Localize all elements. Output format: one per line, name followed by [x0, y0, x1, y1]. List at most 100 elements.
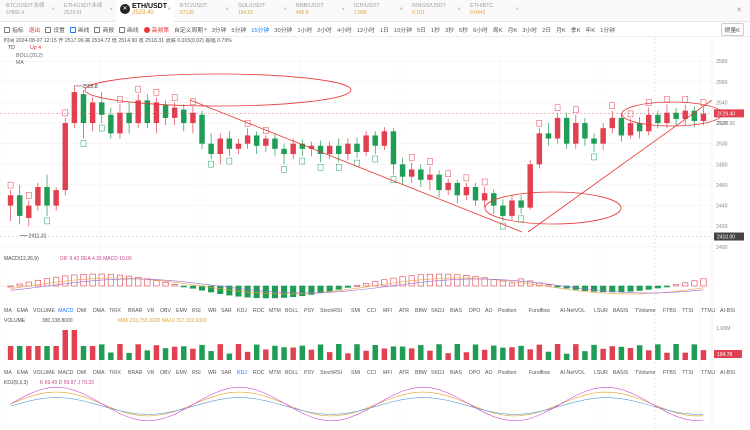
indicator-tab-atr[interactable]: ATR	[399, 370, 409, 376]
indicator-tab-ao[interactable]: AO	[485, 370, 493, 376]
candle-body[interactable]	[427, 174, 433, 180]
period-15[interactable]: 周K	[492, 28, 503, 34]
indicator-tab-atr[interactable]: ATR	[399, 308, 409, 314]
candle-body[interactable]	[646, 114, 652, 132]
indicator-tab-rsi[interactable]: RSI	[192, 370, 201, 376]
candle-body[interactable]	[162, 104, 169, 118]
period-4[interactable]: 1小时	[297, 28, 313, 34]
candle-body[interactable]	[609, 117, 616, 129]
candle-body[interactable]	[62, 123, 68, 191]
indicator-tab-smi[interactable]: SMI	[351, 308, 360, 314]
candle-body[interactable]	[527, 164, 533, 208]
indicator-tab-kdj[interactable]: KDJ	[237, 370, 247, 376]
indicator-tab-emv[interactable]: EMV	[176, 370, 188, 376]
candle-body[interactable]	[226, 138, 233, 149]
period-2[interactable]: 15分钟	[251, 28, 270, 34]
indicator-tab-vr[interactable]: VR	[147, 308, 154, 314]
toolbar-button-5[interactable]: 画线	[119, 25, 139, 34]
candle-body[interactable]	[190, 112, 196, 124]
candle-body[interactable]	[199, 114, 205, 144]
trend-line[interactable]	[527, 99, 713, 233]
indicator-tab-ao[interactable]: AO	[485, 308, 493, 314]
toolbar-button-2[interactable]: 设置	[45, 25, 65, 34]
candle-body[interactable]	[144, 100, 151, 124]
indicator-tab-mtm[interactable]: MTM	[269, 370, 281, 376]
indicator-tab-boll[interactable]: BOLL	[285, 308, 298, 314]
indicator-tab-basis[interactable]: BASIS	[613, 308, 629, 314]
indicator-tab-tvolume[interactable]: TVolume	[635, 308, 656, 314]
close-icon[interactable]: ×	[341, 7, 345, 13]
indicator-tab-ai-bsi[interactable]: AI-BSI	[720, 370, 735, 376]
ticker-tab-6[interactable]: ICP/USDT 7.689 ×	[348, 0, 406, 22]
candle-body[interactable]	[372, 135, 378, 146]
ticker-tab-5[interactable]: BNB/USDT 496.8 ×	[290, 0, 348, 22]
candle-body[interactable]	[235, 143, 242, 149]
candle-body[interactable]	[445, 182, 451, 191]
indicator-tab-position[interactable]: Position	[498, 370, 517, 376]
period-8[interactable]: 1日	[379, 28, 389, 34]
indicator-tab-trix[interactable]: TRIX	[109, 370, 121, 376]
period-17[interactable]: 3小时	[522, 28, 538, 34]
period-3[interactable]: 30分钟	[274, 28, 293, 34]
candle-body[interactable]	[591, 138, 597, 144]
period-0[interactable]: 3分钟	[211, 28, 227, 34]
indicator-tab-bbw[interactable]: BBW	[415, 308, 427, 314]
candle-body[interactable]	[472, 187, 479, 201]
indicator-tab-ttmu[interactable]: TTMU	[701, 308, 716, 314]
indicator-tab-dpo[interactable]: DPO	[469, 370, 480, 376]
indicator-tab-wr[interactable]: WR	[208, 308, 217, 314]
indicator-tab-brar[interactable]: BRAR	[128, 308, 143, 314]
candle-body[interactable]	[390, 131, 397, 165]
candle-body[interactable]	[545, 133, 552, 139]
annotation-ellipse[interactable]	[484, 191, 622, 225]
candle-body[interactable]	[700, 113, 707, 121]
period-20[interactable]: 季K	[570, 28, 581, 34]
candle-body[interactable]	[208, 143, 214, 154]
indicator-tab-dmi[interactable]: DMI	[77, 370, 87, 376]
close-icon[interactable]: ×	[399, 7, 403, 13]
indicator-tab-vr[interactable]: VR	[147, 370, 154, 376]
candle-body[interactable]	[664, 112, 670, 124]
candle-body[interactable]	[408, 169, 415, 177]
annotation-ellipse[interactable]	[84, 73, 352, 107]
indicator-tab-bias[interactable]: BIAS	[450, 370, 462, 376]
indicator-tab-mfi[interactable]: MFI	[383, 308, 392, 314]
indicator-tab-ftbs[interactable]: FTBS	[663, 370, 677, 376]
indicator-tab-volume[interactable]: VOLUME	[33, 308, 55, 314]
candle-body[interactable]	[26, 205, 32, 218]
indicator-tab-ai-netvol[interactable]: AI-NetVOL	[560, 308, 585, 314]
indicator-tab-psy[interactable]: PSY	[304, 308, 315, 314]
candle-body[interactable]	[518, 200, 524, 208]
indicator-tab-ma[interactable]: MA	[4, 308, 12, 314]
ticker-tab-2[interactable]: ✕ ETH/USDT 2529.40 ×	[116, 0, 174, 22]
indicator-tab-bias[interactable]: BIAS	[450, 308, 462, 314]
indicator-tab-sar[interactable]: SAR	[221, 370, 232, 376]
period-12[interactable]: 3秒	[445, 28, 455, 34]
indicator-tab-lsur[interactable]: LSUR	[594, 370, 608, 376]
indicator-tab-dpo[interactable]: DPO	[469, 308, 480, 314]
indicator-tab-lsur[interactable]: LSUR	[594, 308, 608, 314]
indicator-tab-sar[interactable]: SAR	[221, 308, 232, 314]
candle-body[interactable]	[117, 112, 123, 134]
indicator-tab-roc[interactable]: ROC	[253, 308, 265, 314]
candle-body[interactable]	[573, 123, 579, 144]
candle-body[interactable]	[673, 112, 679, 119]
indicator-tab-ttsi[interactable]: TTSI	[682, 370, 693, 376]
candle-body[interactable]	[463, 187, 470, 196]
close-icon[interactable]: ×	[457, 7, 461, 13]
candle-body[interactable]	[126, 112, 132, 124]
candle-body[interactable]	[655, 114, 661, 124]
candle-body[interactable]	[253, 135, 260, 146]
indicator-tab-skdj[interactable]: SKDJ	[431, 308, 445, 314]
annotation-ellipse[interactable]	[621, 101, 723, 127]
indicator-tab-ttmu[interactable]: TTMU	[701, 370, 716, 376]
period-22[interactable]: 1分钟	[600, 28, 615, 34]
indicator-tab-position[interactable]: Position	[498, 308, 517, 314]
candle-body[interactable]	[345, 143, 351, 154]
candle-body[interactable]	[44, 187, 50, 206]
candle-body[interactable]	[363, 135, 369, 152]
candle-body[interactable]	[491, 193, 497, 206]
candle-body[interactable]	[135, 100, 141, 124]
candle-body[interactable]	[563, 117, 570, 144]
candle-body[interactable]	[618, 117, 625, 136]
